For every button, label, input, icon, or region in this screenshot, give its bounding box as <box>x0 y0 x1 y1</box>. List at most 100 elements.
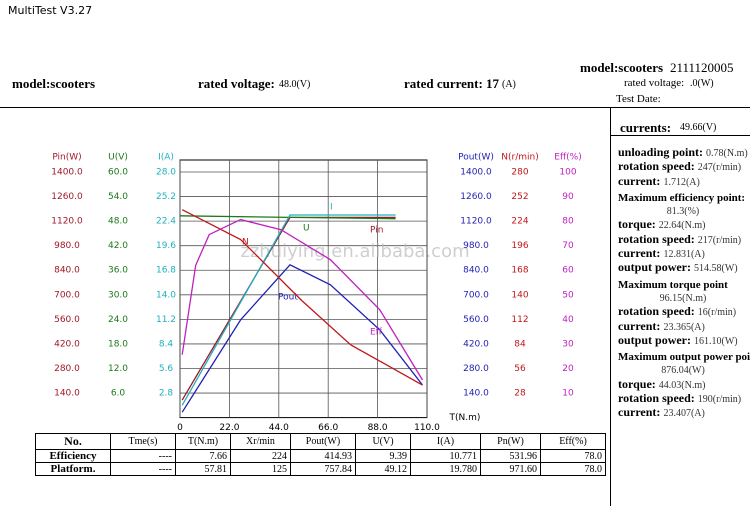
y-tick-label: 48.0 <box>108 217 128 227</box>
side-label: output power: <box>618 332 692 347</box>
y-tick-label: 140.0 <box>54 389 80 399</box>
side-row: rotation speed: 16(r/min) <box>618 305 748 319</box>
y-tick-label: 1400.0 <box>51 168 83 178</box>
y-tick-label: 24.0 <box>108 315 128 325</box>
table-row: Platform. ---- 57.81 125 757.84 49.12 19.780 97… <box>35 462 606 476</box>
table-cell: 7.66 <box>175 449 231 463</box>
x-tick-label: 0 <box>177 423 183 430</box>
side-label: torque: <box>618 376 656 391</box>
side-label: unloading point: <box>618 145 704 159</box>
curve <box>181 263 424 413</box>
side-row: current: 12.831(A) <box>618 246 748 261</box>
side-label: rotation speed: <box>618 231 695 246</box>
window-title: MultiTest V3.27 <box>8 4 93 17</box>
y-tick-label: 1400.0 <box>460 168 492 178</box>
section-value: 96.15(N.m) <box>659 292 707 304</box>
side-label: torque: <box>618 217 656 232</box>
table-cell: 224 <box>230 449 291 463</box>
axis-title: N(r/min) <box>501 153 538 163</box>
y-tick-label: 980.0 <box>54 241 80 251</box>
section-value: 876.04(W) <box>661 365 705 377</box>
y-tick-label: 30 <box>562 339 574 349</box>
column-header: Eff(%) <box>540 433 606 450</box>
column-header: No. <box>35 433 111 450</box>
y-tick-label: 56 <box>514 364 526 374</box>
y-tick-label: 11.2 <box>156 315 176 325</box>
y-tick-label: 40 <box>562 315 574 325</box>
divider <box>610 107 611 506</box>
y-tick-label: 36.0 <box>108 266 128 276</box>
side-value: 44.03(N.m) <box>658 379 706 391</box>
side-row: unloading point: 0.78(N.m) <box>618 145 748 160</box>
section-heading: Maximum output power point <box>618 351 750 364</box>
y-tick-label: 20 <box>562 364 574 374</box>
side-row: current: 23.407(A) <box>618 406 748 420</box>
y-tick-label: 28 <box>514 389 526 399</box>
y-tick-label: 840.0 <box>463 266 489 276</box>
curve <box>181 218 424 381</box>
curve-label: N <box>242 238 249 248</box>
rated-voltage-label: rated voltage: <box>198 76 275 91</box>
y-tick-label: 10 <box>562 389 574 399</box>
y-tick-label: 18.0 <box>108 339 128 349</box>
y-tick-label: 100 <box>559 168 576 178</box>
section-heading: Maximum torque point <box>618 278 728 291</box>
y-tick-label: 2.8 <box>159 389 174 399</box>
rated-current-label: rated current: <box>404 76 483 91</box>
y-tick-label: 280.0 <box>54 364 80 374</box>
side-row: output power: 514.58(W) <box>618 261 748 275</box>
table-cell: ---- <box>110 462 176 476</box>
y-tick-label: 420.0 <box>54 339 80 349</box>
axis-title: Pout(W) <box>458 153 494 163</box>
x-axis-label: T(N.m) <box>449 413 481 423</box>
rated-voltage-right: .0(W) <box>690 78 714 89</box>
side-row: current: 1.712(A) <box>618 174 748 189</box>
y-tick-label: 1260.0 <box>51 192 83 202</box>
side-row: current: 23.365(A) <box>618 319 748 334</box>
y-tick-label: 70 <box>562 241 574 251</box>
axis-title: U(V) <box>108 153 128 163</box>
result-table: No. Tme(s) T(N.m) Xr/min Pout(W) U(V) I(A) Pn(W… <box>35 433 606 476</box>
y-tick-label: 700.0 <box>463 290 489 300</box>
table-row: Efficiency ---- 7.66 224 414.93 9.39 10.771 531… <box>35 449 606 463</box>
side-row: rotation speed: 190(r/min) <box>618 391 748 406</box>
serial: 2111120005 <box>670 60 734 75</box>
y-tick-label: 420.0 <box>463 339 489 349</box>
side-value: 514.58(W) <box>694 263 738 275</box>
table-cell: 10.771 <box>410 449 481 463</box>
column-header: T(N.m) <box>175 433 231 450</box>
y-tick-label: 14.0 <box>156 290 176 300</box>
curve-label: Eff <box>370 328 383 338</box>
table-cell: ---- <box>110 449 176 463</box>
side-value: 0.78(N.m) <box>706 148 748 159</box>
side-value: 23.365(A) <box>663 321 705 333</box>
y-tick-label: 140.0 <box>463 389 489 399</box>
side-value: 22.64(N.m) <box>658 220 706 232</box>
section-heading: Maximum efficiency point: <box>618 191 746 204</box>
y-tick-label: 140 <box>511 290 528 300</box>
side-value: 16(r/min) <box>697 307 737 319</box>
y-tick-label: 84 <box>514 339 526 349</box>
y-tick-label: 8.4 <box>159 339 174 349</box>
y-tick-label: 700.0 <box>54 290 80 300</box>
y-tick-label: 28.0 <box>156 168 176 178</box>
curve-label: I <box>330 203 333 213</box>
y-tick-label: 90 <box>562 192 574 202</box>
column-header: Pout(W) <box>290 433 356 450</box>
table-cell: 49.12 <box>355 462 411 476</box>
side-row: torque: 44.03(N.m) <box>618 376 748 392</box>
column-header: U(V) <box>355 433 411 450</box>
y-tick-label: 560.0 <box>54 315 80 325</box>
side-label: current: <box>618 246 661 261</box>
model: model:scooters <box>12 76 96 91</box>
table-cell: 757.84 <box>290 462 356 476</box>
y-tick-label: 22.4 <box>156 217 176 227</box>
y-tick-label: 30.0 <box>108 290 128 300</box>
y-tick-label: 840.0 <box>54 266 80 276</box>
side-label: rotation speed: <box>618 304 695 319</box>
divider <box>611 135 750 136</box>
currents-label: currents: <box>620 120 672 135</box>
y-tick-label: 252 <box>511 192 528 202</box>
table-cell: 78.0 <box>540 462 606 476</box>
side-row: rotation speed: 217(r/min) <box>618 231 748 247</box>
